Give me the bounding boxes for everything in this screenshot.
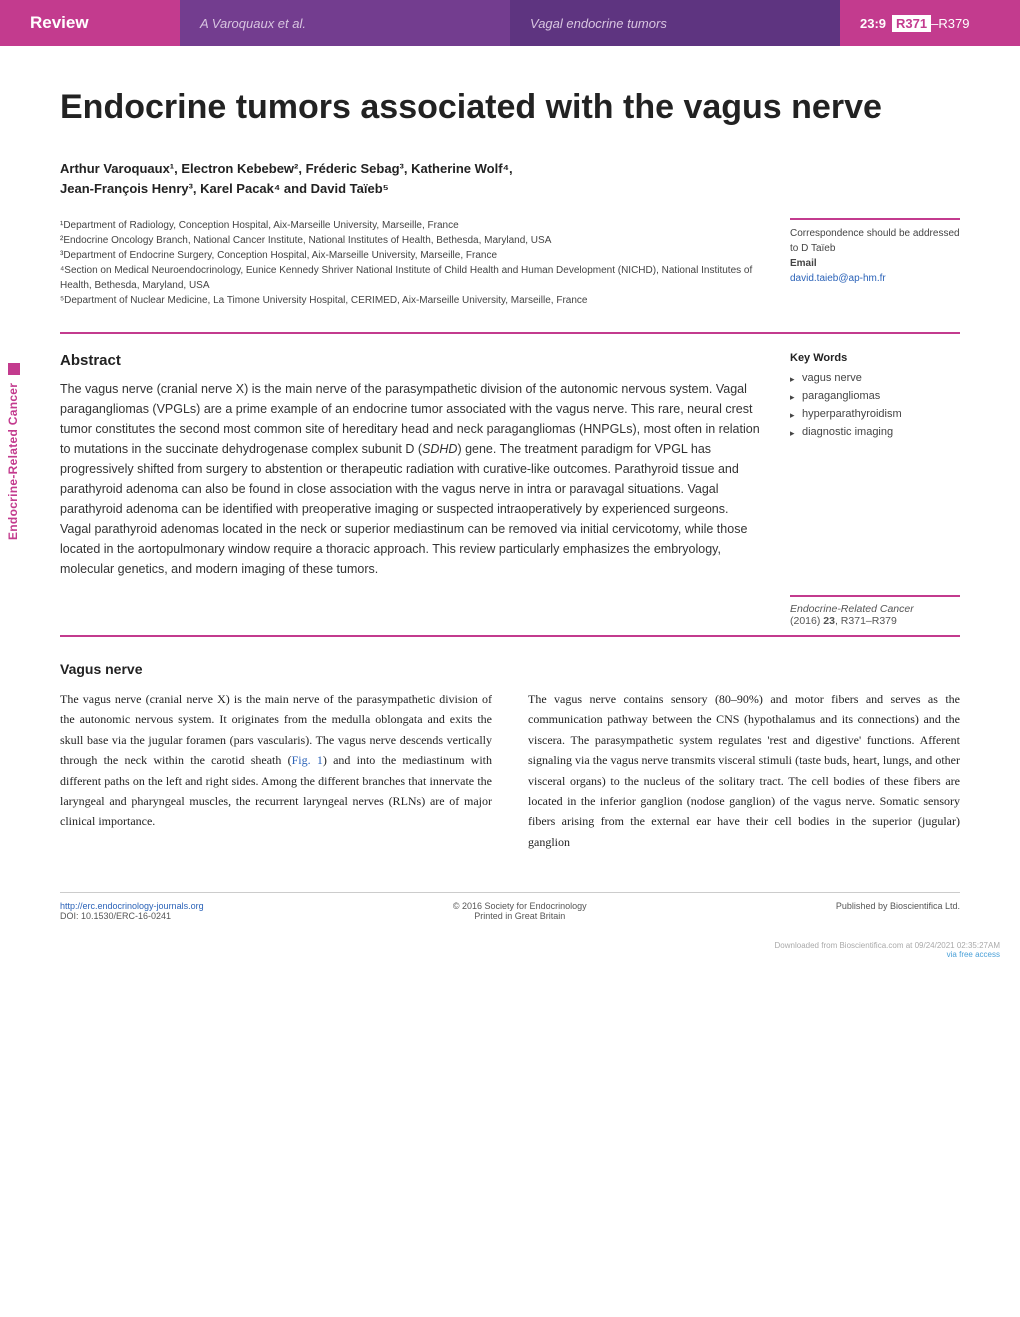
correspondence-email[interactable]: david.taieb@ap-hm.fr — [790, 271, 960, 286]
keywords-box: Key Words vagus nerve paragangliomas hyp… — [790, 352, 960, 579]
page-rest: –R379 — [931, 16, 969, 31]
affiliation-5: ⁵Department of Nuclear Medicine, La Timo… — [60, 293, 760, 308]
keyword-item: paragangliomas — [790, 390, 960, 402]
running-header: Review A Varoquaux et al. Vagal endocrin… — [0, 0, 1020, 46]
download-timestamp: Downloaded from Bioscientifica.com at 09… — [0, 941, 1000, 950]
article-title: Endocrine tumors associated with the vag… — [60, 86, 960, 129]
correspondence-box: Correspondence should be addressed to D … — [790, 218, 960, 308]
journal-side-label: Endocrine-Related Cancer — [6, 363, 20, 540]
correspondence-intro: Correspondence should be addressed to D … — [790, 226, 960, 256]
body-col-right: The vagus nerve contains sensory (80–90%… — [528, 689, 960, 852]
affiliation-4: ⁴Section on Medical Neuroendocrinology, … — [60, 263, 760, 293]
keywords-list: vagus nerve paragangliomas hyperparathyr… — [790, 372, 960, 438]
keywords-heading: Key Words — [790, 352, 960, 364]
citation-journal: Endocrine-Related Cancer — [790, 603, 960, 615]
body-col-left: The vagus nerve (cranial nerve X) is the… — [60, 689, 492, 852]
email-label: Email — [790, 256, 960, 271]
divider-mid — [60, 635, 960, 637]
body-columns: The vagus nerve (cranial nerve X) is the… — [60, 689, 960, 852]
citation-volume: 23 — [823, 615, 835, 627]
header-authors-short: A Varoquaux et al. — [180, 0, 510, 46]
keyword-item: hyperparathyroidism — [790, 408, 960, 420]
affiliation-2: ²Endocrine Oncology Branch, National Can… — [60, 233, 760, 248]
header-issue-pages: 23:9 R371–R379 — [840, 0, 1020, 46]
citation-box: Endocrine-Related Cancer (2016) 23, R371… — [790, 595, 960, 627]
affiliations: ¹Department of Radiology, Conception Hos… — [60, 218, 760, 308]
figure-ref-1[interactable]: Fig. 1 — [292, 753, 323, 767]
footer-published: Published by Bioscientifica Ltd. — [836, 901, 960, 911]
page-start: R371 — [892, 15, 931, 32]
header-running-title: Vagal endocrine tumors — [510, 0, 840, 46]
abstract-gene: SDHD — [422, 442, 457, 456]
footer-left: http://erc.endocrinology-journals.org DO… — [60, 901, 204, 921]
affiliation-1: ¹Department of Radiology, Conception Hos… — [60, 218, 760, 233]
download-access: via free access — [0, 950, 1000, 959]
author-list: Arthur Varoquaux¹, Electron Kebebew², Fr… — [60, 159, 960, 201]
footer-url[interactable]: http://erc.endocrinology-journals.org — [60, 901, 204, 911]
footer-printed: Printed in Great Britain — [453, 911, 587, 921]
footer-copyright: © 2016 Society for Endocrinology — [453, 901, 587, 911]
section-heading-vagus: Vagus nerve — [60, 661, 960, 677]
volume-issue: 23:9 — [860, 16, 886, 31]
footer-doi: DOI: 10.1530/ERC-16-0241 — [60, 911, 204, 921]
abstract-part-2: ) gene. The treatment paradigm for VPGL … — [60, 442, 747, 576]
footer-right: Published by Bioscientifica Ltd. — [836, 901, 960, 921]
keyword-item: vagus nerve — [790, 372, 960, 384]
keyword-item: diagnostic imaging — [790, 426, 960, 438]
abstract-heading: Abstract — [60, 352, 760, 369]
affiliation-3: ³Department of Endocrine Surgery, Concep… — [60, 248, 760, 263]
footer-center: © 2016 Society for Endocrinology Printed… — [453, 901, 587, 921]
abstract-text: The vagus nerve (cranial nerve X) is the… — [60, 379, 760, 579]
authors-line-2: Jean-François Henry³, Karel Pacak⁴ and D… — [60, 179, 960, 200]
section-label: Review — [0, 0, 180, 46]
divider-top — [60, 332, 960, 334]
authors-line-1: Arthur Varoquaux¹, Electron Kebebew², Fr… — [60, 159, 960, 180]
download-note: Downloaded from Bioscientifica.com at 09… — [0, 941, 1020, 959]
page-footer: http://erc.endocrinology-journals.org DO… — [60, 892, 960, 921]
